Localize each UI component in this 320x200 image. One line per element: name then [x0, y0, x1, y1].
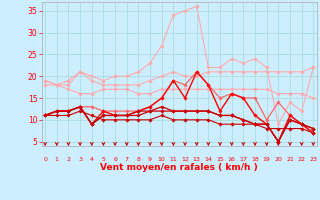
X-axis label: Vent moyen/en rafales ( km/h ): Vent moyen/en rafales ( km/h ) [100, 164, 258, 172]
